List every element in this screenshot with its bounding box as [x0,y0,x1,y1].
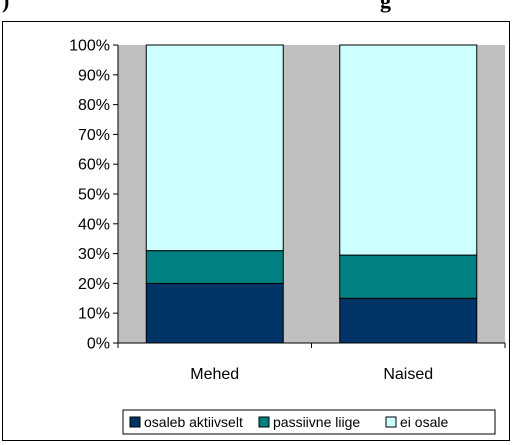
legend-label: passiivne liige [273,414,360,430]
bar-segment [145,250,284,284]
y-tick-label: 0% [87,336,110,353]
x-category-label: Mehed [190,366,239,383]
bar-segment [339,297,478,344]
bar-segment [145,44,284,252]
y-tick-label: 10% [78,306,110,323]
y-tick-label: 50% [78,187,110,204]
y-tick-label: 70% [78,127,110,144]
x-category-label: Naised [383,366,433,383]
bar-segment [145,282,284,344]
y-tick-label: 20% [78,276,110,293]
bar-segment [339,44,478,256]
top-caption: ) g [0,0,515,18]
y-tick-label: 30% [78,246,110,263]
y-tick-label: 60% [78,157,110,174]
y-tick-label: 90% [78,67,110,84]
legend-swatch [258,416,270,428]
legend-label: osaleb aktiivselt [144,414,243,430]
bar-segment [339,254,478,299]
legend-box [122,409,496,435]
caption-right-text: g [380,0,391,13]
legend-swatch [129,416,141,428]
legend-swatch [385,416,397,428]
legend-label: ei osale [400,414,448,430]
y-tick-label: 40% [78,216,110,233]
y-tick-label: 80% [78,97,110,114]
caption-left-text: ) [2,0,10,13]
y-tick-label: 100% [69,38,110,55]
